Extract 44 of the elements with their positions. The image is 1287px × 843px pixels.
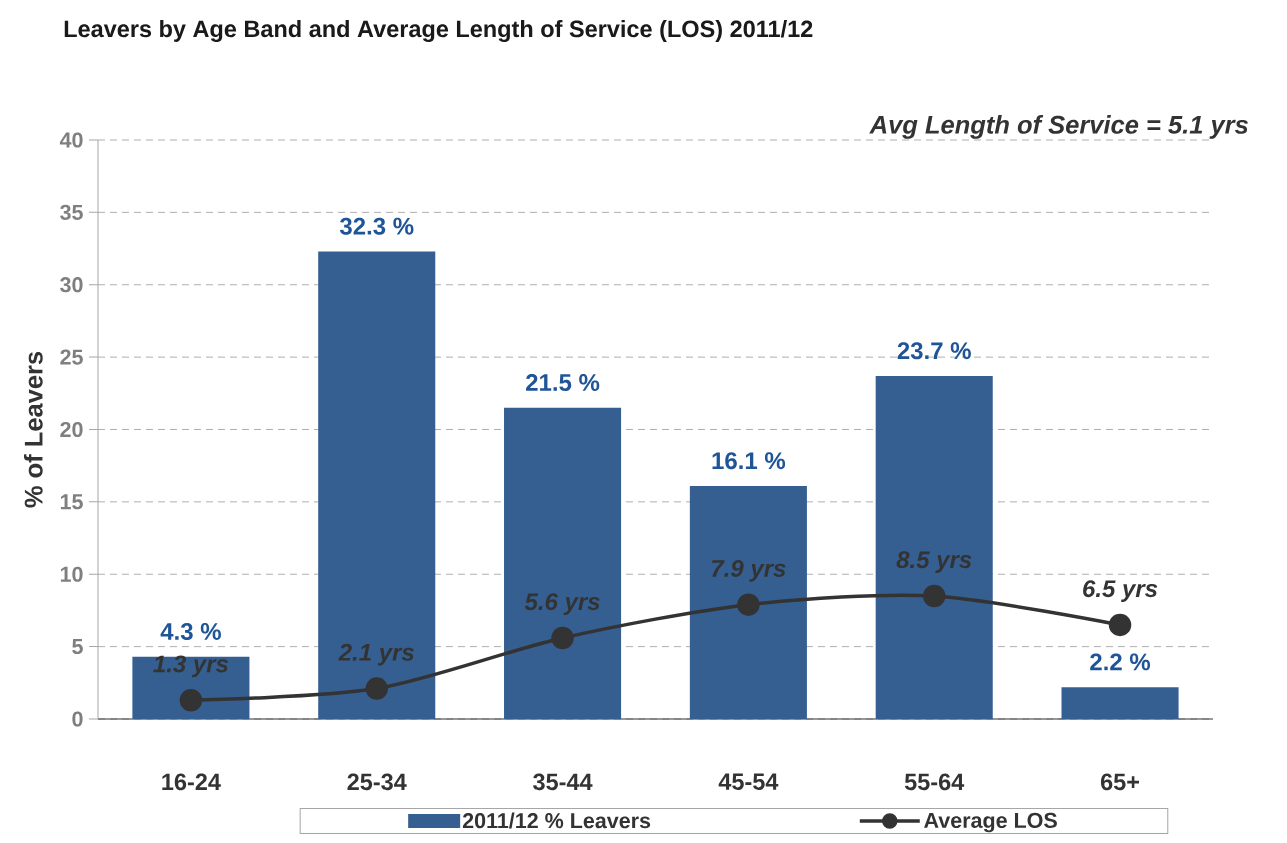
x-tick-label: 35-44	[533, 773, 593, 791]
y-tick-label: 40	[59, 132, 83, 148]
bar	[504, 407, 622, 719]
data-label: 4.3 %	[160, 623, 221, 641]
data-label: 5.6 yrs	[524, 593, 600, 615]
legend-label: 2011/12 % Leavers	[462, 812, 651, 829]
x-tick-label: 45-54	[718, 773, 779, 790]
bar	[689, 485, 807, 719]
data-label: 8.5 yrs	[896, 551, 972, 573]
point	[737, 593, 760, 616]
y-tick-label: 0	[72, 711, 83, 727]
x-tick-label: 55-64	[904, 773, 965, 791]
x-tick-label: 25-34	[347, 773, 407, 791]
data-label: 21.5 %	[526, 374, 600, 392]
point	[1108, 613, 1132, 637]
y-tick-label: 10	[60, 566, 83, 582]
y-axis-title: % of Leavers	[23, 351, 43, 508]
y-tick-label: 30	[60, 277, 83, 293]
x-tick-label: 16-24	[162, 773, 221, 791]
text: Avg Length of Service = 5.1 yrs	[869, 115, 1248, 139]
data-label: 16.1 %	[712, 452, 786, 470]
bar	[1061, 687, 1179, 719]
point	[179, 688, 203, 712]
chart-title: Leavers by Age Band and Average Length of Service (LOS) 2011/12	[64, 20, 813, 42]
data-label: 7.9 yrs	[712, 559, 786, 582]
legend-label: Average LOS	[924, 812, 1057, 833]
data-label: 6.5 yrs	[1083, 580, 1158, 602]
y-tick-label: 5	[72, 639, 83, 655]
data-label: 2.1 yrs	[338, 643, 414, 666]
bar	[132, 656, 250, 719]
y-tick-label: 25	[60, 349, 83, 365]
point	[365, 677, 388, 700]
y-tick-label: 35	[60, 204, 83, 220]
bar	[875, 375, 993, 719]
data-label: 32.3 %	[339, 217, 414, 235]
y-tick-label: 20	[60, 421, 83, 438]
point	[551, 626, 574, 650]
x-tick-label: 65+	[1100, 773, 1139, 791]
point	[922, 584, 946, 608]
data-label: 2.2 %	[1090, 653, 1151, 671]
data-label: 1.3 yrs	[153, 655, 229, 678]
bar	[318, 251, 436, 719]
y-tick-label: 15	[60, 494, 83, 510]
data-label: 23.7 %	[897, 342, 971, 360]
